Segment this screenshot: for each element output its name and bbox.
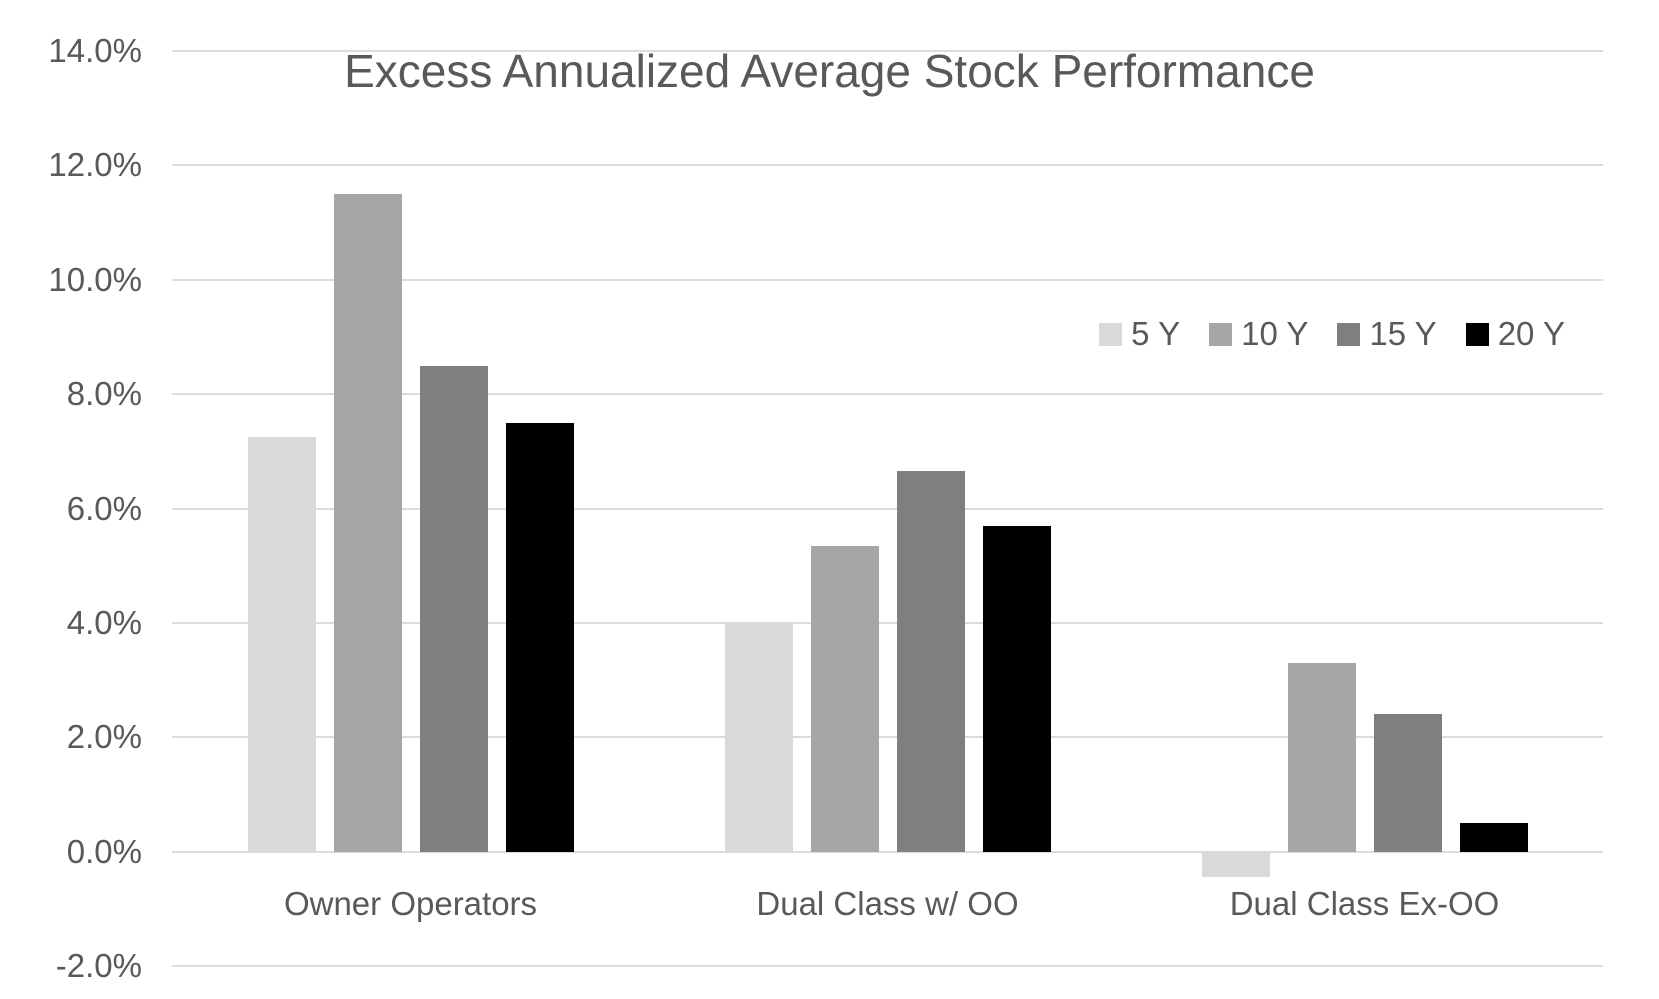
y-axis-tick-label: 10.0% xyxy=(48,260,142,298)
x-axis-category-label: Owner Operators xyxy=(283,885,538,922)
plot-area xyxy=(172,50,1603,967)
x-axis-category-label: Dual Class w/ OO xyxy=(756,885,1019,922)
bar-dual-class-ex-oo-5y xyxy=(1201,851,1270,878)
bar-dual-class-w-oo-5y xyxy=(724,622,793,852)
legend-label: 20 Y xyxy=(1497,315,1565,352)
legend-label: 15 Y xyxy=(1369,315,1437,352)
gridline-4.0 xyxy=(172,621,1603,624)
y-axis-tick-label: 8.0% xyxy=(66,375,142,413)
gridline-12.0 xyxy=(172,164,1603,167)
bar-dual-class-w-oo-10y xyxy=(810,545,879,852)
bar-owner-operators-20y xyxy=(505,422,574,852)
gridline-2.0 xyxy=(172,736,1603,739)
legend-item-15y: 15 Y xyxy=(1337,314,1437,354)
legend-swatch-icon xyxy=(1099,322,1123,346)
bar-owner-operators-5y xyxy=(247,437,316,852)
chart-title: Excess Annualized Average Stock Performa… xyxy=(344,45,1315,97)
gridline--2.0 xyxy=(172,965,1603,967)
y-axis-tick-label: 14.0% xyxy=(48,32,142,69)
bar-owner-operators-10y xyxy=(333,193,402,852)
bar-dual-class-ex-oo-15y xyxy=(1373,714,1442,852)
legend: 5 Y 10 Y 15 Y 20 Y xyxy=(1070,314,1565,354)
y-axis-tick-label: 6.0% xyxy=(66,489,142,527)
legend-swatch-icon xyxy=(1337,322,1361,346)
gridline-10.0 xyxy=(172,278,1603,281)
legend-item-5y: 5 Y xyxy=(1099,314,1180,354)
bar-dual-class-w-oo-20y xyxy=(982,525,1051,852)
legend-item-20y: 20 Y xyxy=(1465,314,1565,354)
bar-owner-operators-15y xyxy=(419,365,488,852)
y-axis-tick-label: 12.0% xyxy=(48,146,142,184)
x-axis-category-label: Dual Class Ex-OO xyxy=(1229,885,1500,922)
y-axis-tick-label: 2.0% xyxy=(66,718,142,756)
gridline-6.0 xyxy=(172,507,1603,510)
bar-dual-class-ex-oo-10y xyxy=(1287,662,1356,852)
y-axis-tick-label: -2.0% xyxy=(55,947,142,984)
bar-dual-class-ex-oo-20y xyxy=(1459,823,1528,852)
legend-label: 10 Y xyxy=(1241,315,1309,352)
legend-swatch-icon xyxy=(1465,322,1489,346)
bar-dual-class-w-oo-15y xyxy=(896,471,965,852)
legend-item-10y: 10 Y xyxy=(1209,314,1308,354)
gridline-14.0 xyxy=(172,50,1603,52)
gridline-0.0 xyxy=(172,850,1603,853)
y-axis-tick-label: 4.0% xyxy=(66,603,142,641)
legend-label: 5 Y xyxy=(1131,315,1181,352)
gridline-8.0 xyxy=(172,393,1603,396)
y-axis-tick-label: 0.0% xyxy=(66,832,142,870)
legend-swatch-icon xyxy=(1209,322,1233,346)
